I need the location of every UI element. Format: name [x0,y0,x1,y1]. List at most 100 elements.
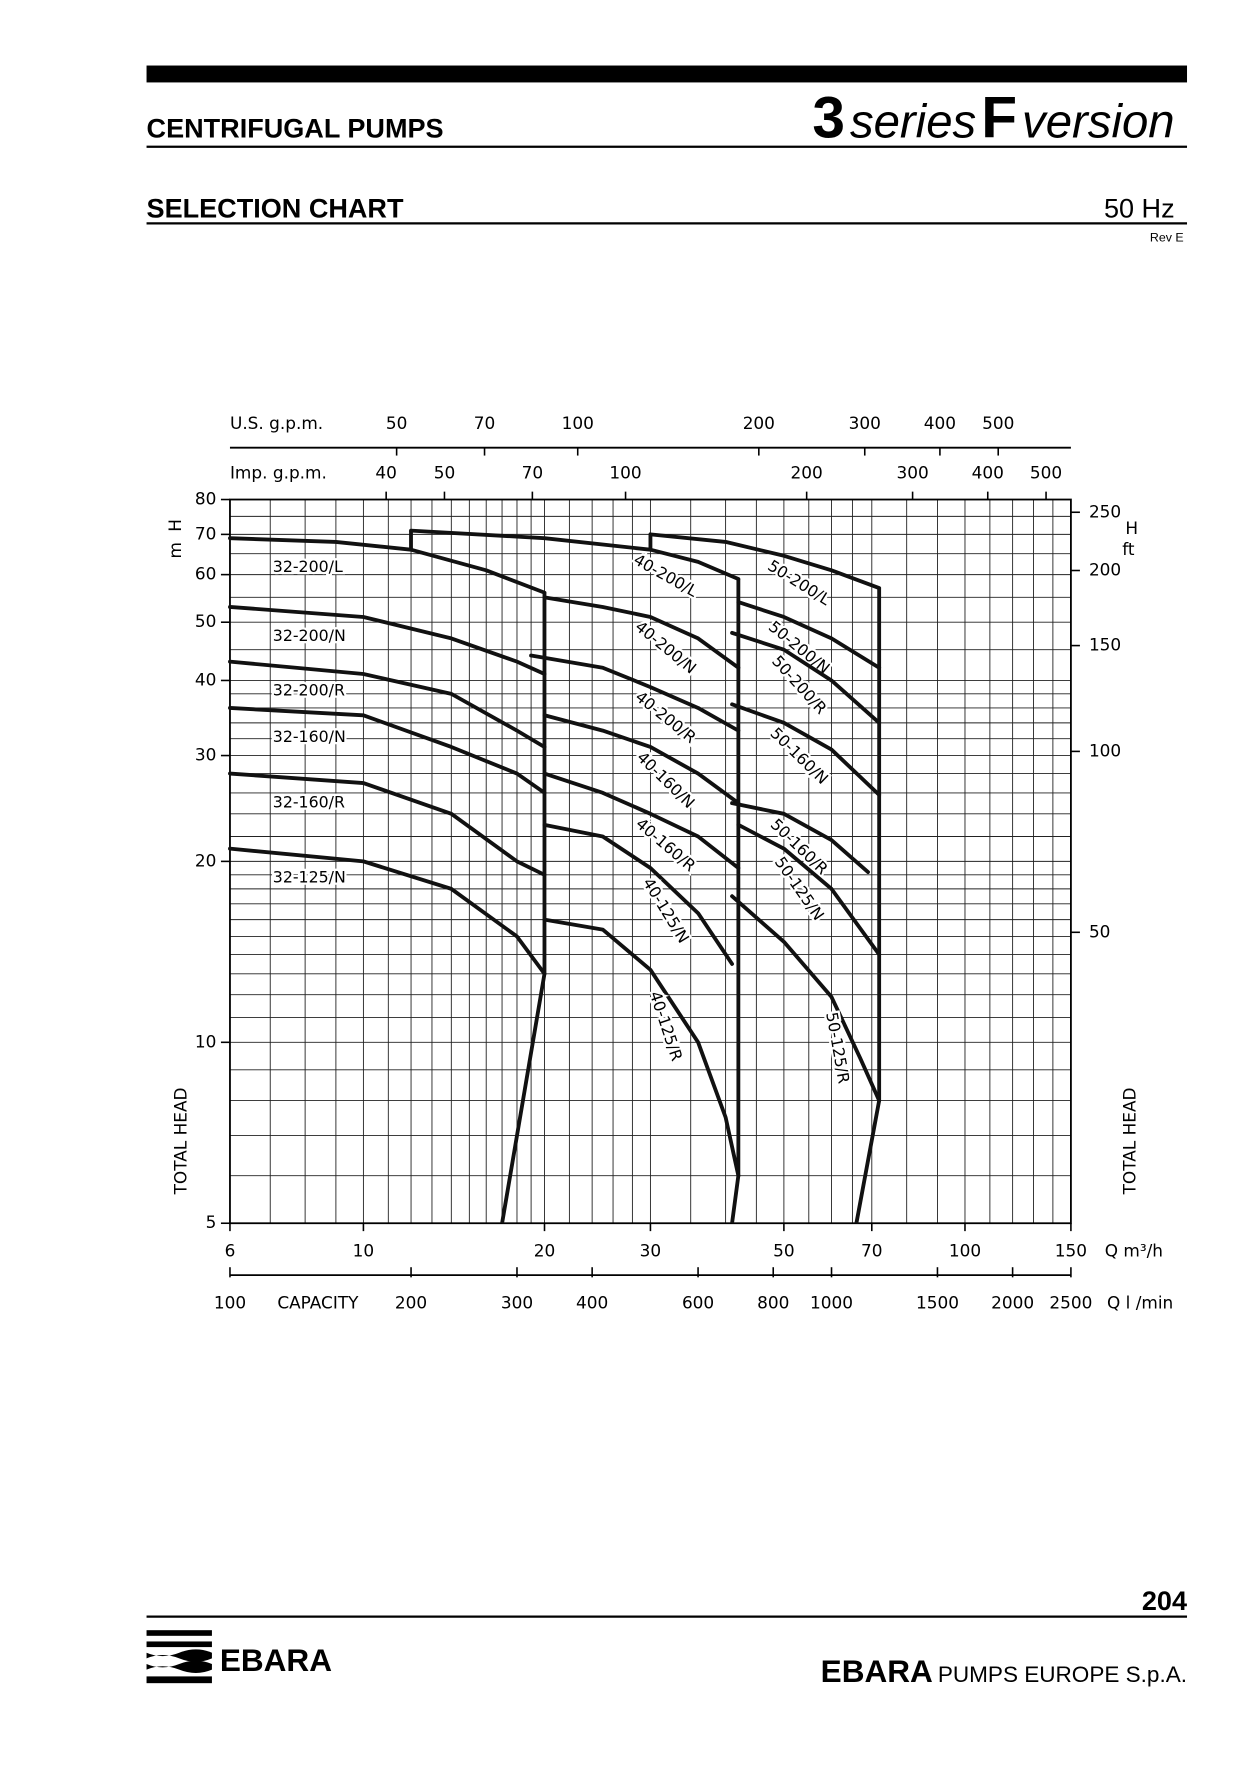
header-title: CENTRIFUGAL PUMPS [147,114,444,144]
curve [542,771,741,870]
x2-tick-label: 200 [395,1292,427,1312]
series-number: 3 [812,86,845,151]
x2-tick-label: 2500 [1049,1292,1092,1312]
top-tick-label: 500 [982,413,1014,433]
x2-axis-unit: Q l /min [1107,1292,1173,1312]
y-axis-label: H [165,519,185,532]
curve [542,595,741,670]
curve [736,822,882,957]
x2-axis-label: CAPACITY [277,1292,359,1312]
x-tick-label: 50 [773,1240,794,1260]
top-tick-label: 300 [849,413,881,433]
series-title: 3 series F version [812,86,1174,151]
top-tick-label: 40 [375,463,396,483]
curve-label: 32-160/N [273,727,346,746]
y-tick-label: 40 [195,669,217,689]
y-tick-label: 10 [195,1031,217,1051]
x-tick-label: 70 [861,1240,882,1260]
y2-tick-label: 250 [1089,501,1121,521]
top-tick-label: 200 [791,463,823,483]
y-tick-label: 50 [195,611,217,631]
series-word: series [850,96,976,149]
curve [228,846,547,976]
x2-tick-label: 100 [214,1292,246,1312]
y-tick-label: 5 [206,1212,217,1232]
x2-tick-label: 600 [682,1292,714,1312]
curve-label: 40-125/R [646,989,687,1063]
curve-label: 50-200/L [765,556,835,609]
curve [542,822,734,966]
curve-label: 32-200/R [273,680,345,699]
header-bar [146,65,1188,83]
y-tick-label: 60 [195,564,217,584]
curve [730,894,882,1103]
x2-tick-label: 400 [576,1292,608,1312]
curve-label: 32-200/N [273,626,346,645]
top-tick-label: 70 [474,413,496,433]
curve [542,713,741,806]
x2-tick-label: 1500 [916,1292,959,1312]
y-axis-unit: m [165,542,185,558]
top-tick-label: 300 [896,463,928,483]
y2-tick-label: 200 [1089,559,1121,579]
curve [648,532,882,590]
curve [730,702,882,797]
y-tick-label: 70 [195,523,217,543]
x-tick-label: 20 [534,1240,556,1260]
y2-axis-unit: ft [1122,539,1135,559]
version-letter: F [981,86,1017,151]
curve-label: 50-125/R [822,1011,853,1085]
y-tick-label: 20 [195,850,217,870]
curve-label: 32-125/N [273,867,346,886]
x2-tick-label: 2000 [991,1292,1034,1312]
curve-label: 40-200/R [632,687,700,747]
curve-label: 32-160/R [273,792,345,811]
x2-tick-label: 1000 [810,1292,853,1312]
top-tick-label: 400 [972,463,1004,483]
chart: 6 10 20 30 50 70 100 150 5 10 20 30 40 50 60 70 80 Q m³/h… [165,413,1173,1312]
y2-tick-label: 50 [1089,921,1111,941]
limit-line [500,592,547,1224]
top-tick-label: 50 [434,463,456,483]
logo-mark [146,1630,212,1684]
top-tick-label: 200 [743,413,775,433]
top-tick-label: 400 [924,413,956,433]
version-word: version [1022,96,1175,149]
company-brand: EBARA [821,1653,933,1689]
revision: Rev E [1150,230,1184,244]
x-tick-label: 150 [1055,1240,1087,1260]
curve [730,630,882,725]
top-tick-label: 50 [386,413,408,433]
curve [730,801,870,875]
x-tick-label: 30 [640,1240,662,1260]
y2-axis-title: TOTAL HEAD [1120,1088,1140,1196]
curve [409,528,741,581]
top-tick-label: 500 [1030,463,1062,483]
curve [228,536,547,595]
curve [529,653,741,733]
top-tick-label: 100 [562,413,594,433]
company-name: PUMPS EUROPE S.p.A. [938,1662,1187,1687]
y-axis-title: TOTAL HEAD [170,1088,190,1196]
x-axis-label: Q m³/h [1105,1240,1163,1260]
curve [542,917,741,1178]
y2-tick-label: 100 [1089,740,1121,760]
curve [736,600,882,670]
curve [228,605,547,676]
frequency: 50 Hz [1104,194,1175,224]
top-tick-label: 100 [609,463,641,483]
y-tick-label: 80 [195,489,217,509]
curve [228,659,547,749]
company: EBARA PUMPS EUROPE S.p.A. [821,1653,1187,1689]
page-number: 204 [1142,1586,1187,1616]
x-tick-label: 10 [353,1240,375,1260]
curve [228,706,547,795]
subtitle: SELECTION CHART [147,194,404,224]
x2-tick-label: 300 [501,1292,533,1312]
limit-line [854,588,882,1224]
x-tick-label: 100 [949,1240,981,1260]
y2-tick-label: 150 [1089,635,1121,655]
y2-axis-label: H [1125,518,1138,538]
